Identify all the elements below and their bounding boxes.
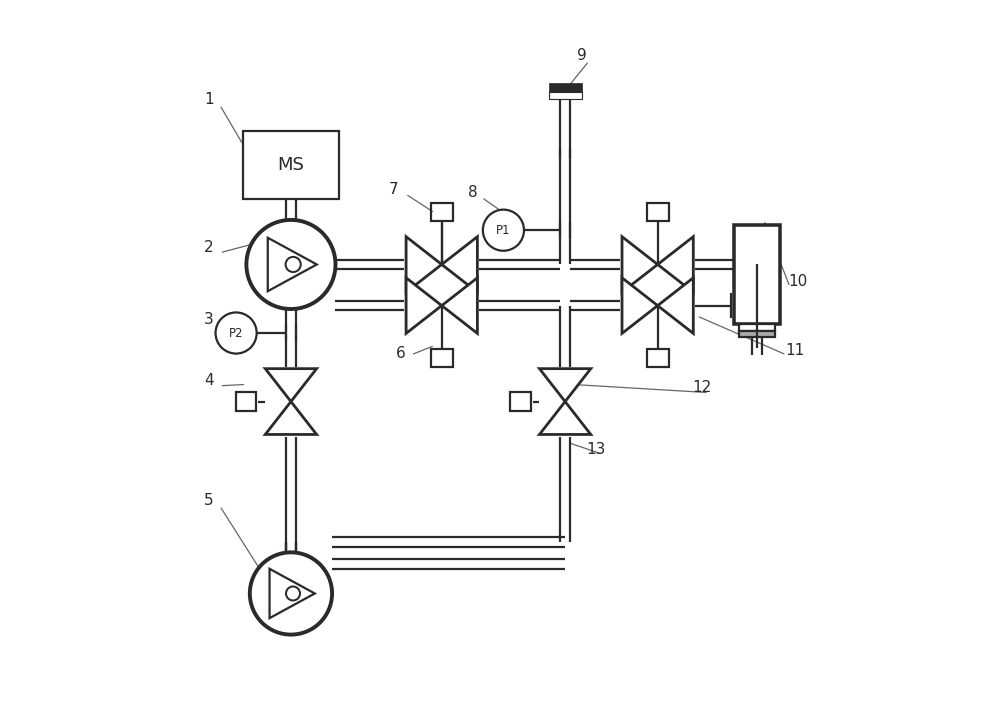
Text: 2: 2 [204,240,214,255]
Text: 6: 6 [396,346,405,361]
Bar [236,392,256,411]
Text: 8: 8 [468,185,477,200]
Bar [647,348,669,366]
Text: 11: 11 [785,343,804,358]
Bar [549,83,582,91]
Polygon shape [622,236,658,292]
Polygon shape [265,401,317,434]
Text: 4: 4 [204,373,214,388]
Polygon shape [622,278,658,333]
Polygon shape [406,236,442,292]
Polygon shape [658,278,693,333]
Bar [739,324,775,331]
Text: P1: P1 [496,223,511,237]
Text: 1: 1 [204,92,214,108]
Polygon shape [265,368,317,401]
Text: 5: 5 [204,493,214,508]
Polygon shape [658,236,693,292]
Polygon shape [442,236,477,292]
Text: 12: 12 [693,381,712,396]
Polygon shape [442,278,477,333]
Polygon shape [539,368,591,401]
Text: P2: P2 [229,326,243,340]
Bar [510,392,531,411]
Text: 13: 13 [586,442,606,457]
Polygon shape [406,278,442,333]
Bar [549,91,582,99]
Bar [431,203,453,221]
Bar [734,225,780,324]
Circle shape [216,313,257,353]
Text: 7: 7 [389,181,399,196]
Text: 10: 10 [789,274,808,289]
Text: MS: MS [278,156,304,174]
Polygon shape [539,401,591,434]
Circle shape [250,553,332,635]
Text: 3: 3 [204,312,214,327]
Text: 9: 9 [577,48,587,63]
Circle shape [246,220,335,309]
Bar [243,131,339,199]
Bar [431,348,453,366]
Circle shape [483,210,524,251]
Bar [647,203,669,221]
Bar [739,331,775,338]
